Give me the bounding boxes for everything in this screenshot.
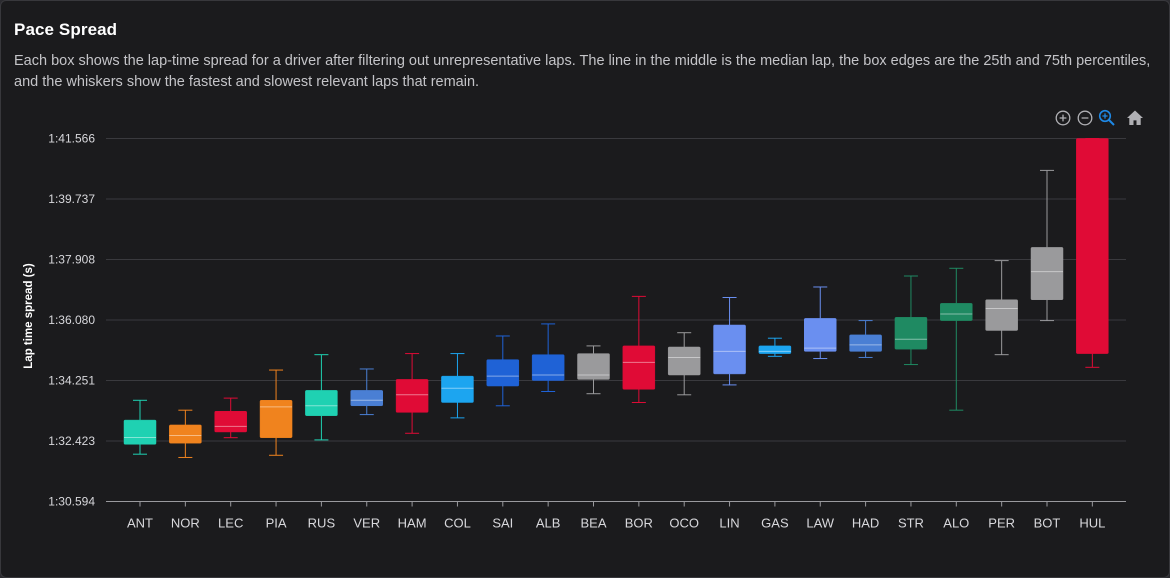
box-rus [305,390,338,416]
x-tick-label: LIN [719,516,739,531]
home-icon[interactable] [1126,109,1144,127]
x-tick-label: GAS [761,516,789,531]
box-lin [713,324,746,375]
chart-toolbar [1054,109,1144,127]
box-per [985,299,1018,331]
box-ver [350,390,383,407]
box-gas [758,345,792,354]
box-had [849,334,882,352]
x-tick-label: BOR [625,516,653,531]
x-tick-label: LAW [806,516,834,531]
x-tick-label: OCO [669,516,699,531]
box-pia [259,400,293,438]
x-tick-label: HUL [1079,516,1105,531]
x-tick-label: HAD [852,516,879,531]
x-tick-label: ALB [536,516,561,531]
y-tick-label: 1:37.908 [48,253,95,267]
box-col [441,375,474,403]
x-tick-label: NOR [171,516,200,531]
x-tick-label: PER [988,516,1015,531]
x-tick-label: STR [898,516,924,531]
zoom-select-icon[interactable] [1098,109,1116,127]
box-lec [214,411,247,433]
x-tick-label: ALO [943,516,969,531]
y-tick-label: 1:34.251 [48,374,95,388]
x-tick-label: HAM [398,516,427,531]
y-tick-label: 1:32.423 [48,434,95,448]
box-bor [622,345,656,390]
y-tick-label: 1:36.080 [48,313,95,327]
y-tick-label: 1:39.737 [48,192,95,206]
x-tick-label: COL [444,516,471,531]
zoom-in-icon[interactable] [1054,109,1072,127]
x-tick-label: PIA [266,516,287,531]
box-bea [577,353,610,380]
x-tick-label: ANT [127,516,153,531]
x-tick-label: BOT [1034,516,1061,531]
box-ant [123,419,157,445]
x-tick-label: RUS [308,516,336,531]
box-alo [940,303,973,321]
x-tick-label: LEC [218,516,243,531]
box-nor [169,424,202,444]
y-tick-label: 1:30.594 [48,495,95,509]
box-sai [486,359,520,387]
x-tick-label: SAI [492,516,513,531]
box-alb [531,354,565,381]
y-tick-label: 1:41.566 [48,132,95,146]
box-oco [667,346,701,376]
card-title: Pace Spread [14,20,118,39]
card-description: Each box shows the lap-time spread for a… [14,53,1151,90]
box-hul [1076,138,1109,354]
y-axis-label: Lap time spread (s) [23,263,35,369]
zoom-out-icon[interactable] [1076,109,1094,127]
box-bot [1030,247,1064,300]
box-ham [395,379,429,413]
x-tick-label: BEA [580,516,606,531]
box-str [894,317,928,350]
box-law [804,318,837,352]
x-tick-label: VER [353,516,380,531]
